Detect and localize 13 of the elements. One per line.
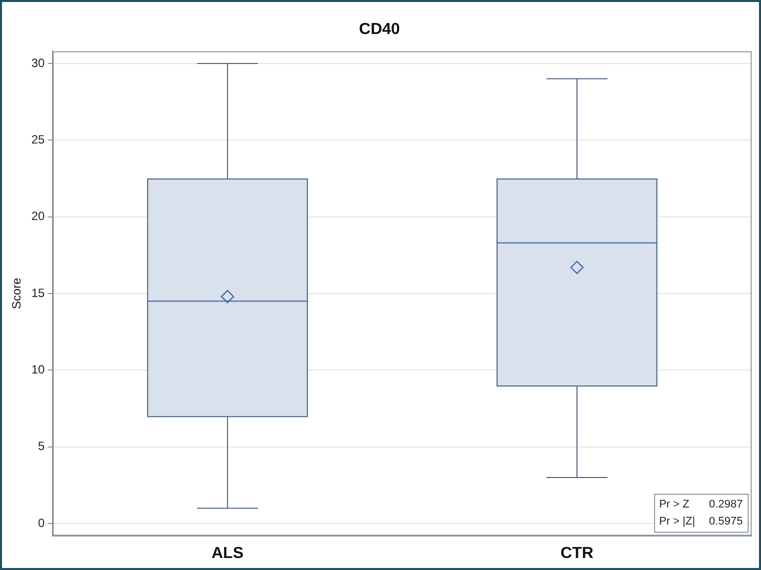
text: Pr > |Z| 0.5975 bbox=[659, 515, 743, 528]
x-tick-label: CTR bbox=[560, 544, 594, 562]
chart-title: CD40 bbox=[359, 21, 400, 38]
y-tick-label: 5 bbox=[38, 439, 46, 454]
y-tick-label: 25 bbox=[31, 132, 46, 146]
y-tick-label: 10 bbox=[31, 362, 46, 376]
y-tick-label: 0 bbox=[38, 516, 46, 530]
y-tick-label: 30 bbox=[31, 56, 46, 70]
x-tick-label: ALS bbox=[211, 544, 244, 562]
text: Pr > Z 0.2987 bbox=[659, 498, 743, 510]
y-tick-label: 20 bbox=[31, 209, 46, 224]
y-tick-label: 15 bbox=[31, 286, 46, 300]
y-axis-title: Score bbox=[10, 278, 24, 310]
